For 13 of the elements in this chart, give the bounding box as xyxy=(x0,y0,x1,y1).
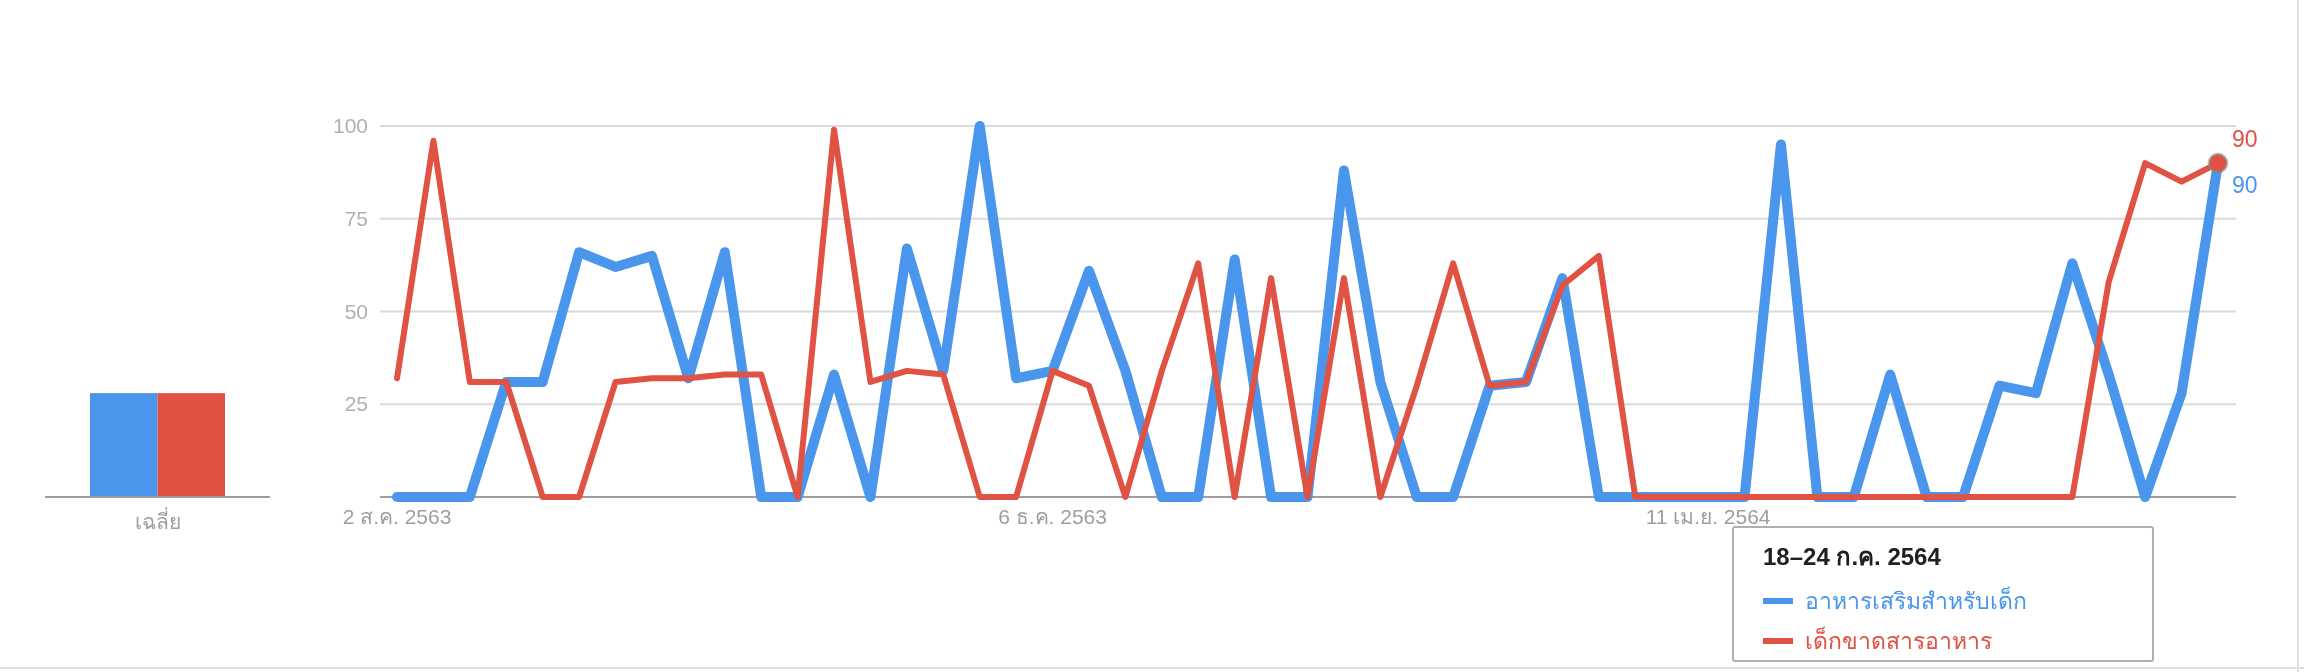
x-tick-label: 11 เม.ย. 2564 xyxy=(1645,505,1771,528)
y-tick-label: 25 xyxy=(344,392,368,416)
data-label: 90 xyxy=(2232,126,2258,153)
legend-label: เด็กขาดสารอาหาร xyxy=(1805,626,1992,654)
y-tick-label: 75 xyxy=(344,206,368,230)
x-tick-label: 2 ส.ค. 2563 xyxy=(342,505,452,528)
legend-title: 18–24 ก.ค. 2564 xyxy=(1763,543,1942,570)
x-tick-label: เฉลี่ย xyxy=(134,507,181,533)
y-tick-label: 100 xyxy=(332,114,368,137)
x-tick-label: 6 ธ.ค. 2563 xyxy=(998,505,1107,528)
legend-label: อาหารเสริมสำหรับเด็ก xyxy=(1805,586,2027,614)
data-label: 90 xyxy=(2232,172,2258,199)
y-tick-label: 50 xyxy=(344,299,368,323)
